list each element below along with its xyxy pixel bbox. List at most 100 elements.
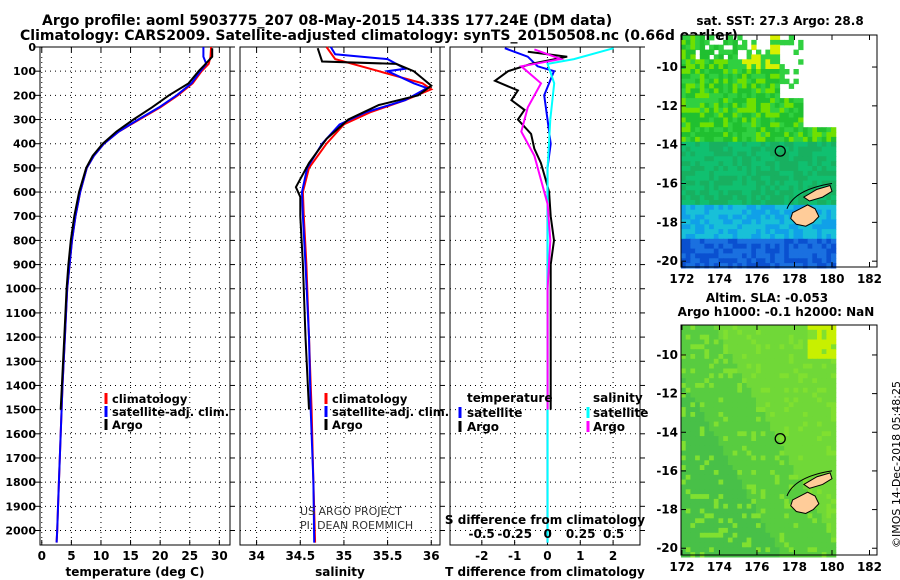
- map-cell: [831, 156, 837, 162]
- map-cell: [756, 64, 762, 70]
- map-cell: [770, 175, 776, 182]
- map-cell: [718, 436, 724, 442]
- map-cell: [723, 161, 729, 167]
- map-cell: [774, 426, 781, 432]
- map-cell: [742, 354, 748, 360]
- map-cell: [802, 151, 809, 157]
- map-cell: [737, 460, 743, 466]
- map-cell: [704, 170, 710, 177]
- map-cell: [756, 49, 762, 55]
- map-cell: [685, 508, 691, 514]
- title-line1: Argo profile: aoml 5903775_207 08-May-20…: [42, 13, 613, 29]
- map-cell: [709, 445, 715, 452]
- profile-panel-2: 34 34.5 35 35.5 36salinityclimatologysatelli…: [239, 46, 449, 579]
- map-cell: [770, 243, 776, 250]
- map-cell: [713, 161, 720, 167]
- map-cell: [704, 412, 710, 418]
- map-cell: [681, 238, 687, 245]
- map-cell: [685, 122, 691, 128]
- map-cell: [760, 407, 766, 413]
- map-cell: [807, 407, 813, 413]
- map-cell: [817, 358, 823, 365]
- map-cell: [704, 518, 710, 524]
- map-cell: [690, 141, 696, 148]
- map-cell: [699, 503, 706, 510]
- map-cell: [709, 258, 715, 264]
- map-cell: [812, 402, 818, 408]
- map-cell: [695, 479, 701, 485]
- map-cell: [732, 387, 738, 394]
- map-cell: [779, 542, 785, 548]
- map-cell: [751, 127, 757, 133]
- map-cell: [774, 508, 781, 514]
- map-cell: [718, 532, 724, 539]
- map-cell: [831, 474, 837, 481]
- map-cell: [751, 107, 757, 114]
- map-cell: [788, 431, 795, 437]
- map-cell: [788, 253, 795, 259]
- map-cell: [784, 465, 790, 471]
- y-tick-label: -12: [656, 387, 678, 401]
- map-cell: [812, 489, 818, 495]
- map-cell: [802, 455, 809, 461]
- map-cell: [723, 431, 729, 437]
- map-cell: [699, 35, 706, 41]
- map-cell: [765, 349, 771, 355]
- map-cell: [681, 513, 687, 519]
- map-cell: [723, 238, 729, 245]
- map-cell: [732, 484, 738, 490]
- map-cell: [685, 445, 691, 452]
- map-cell: [737, 363, 743, 370]
- map-cell: [685, 64, 691, 70]
- map-cell: [732, 416, 738, 423]
- map-cell: [690, 349, 696, 355]
- map-cell: [788, 479, 795, 485]
- map-cell: [746, 537, 752, 543]
- map-cell: [817, 484, 823, 490]
- map-cell: [751, 383, 757, 389]
- map-cell: [812, 127, 818, 133]
- map-cell: [774, 523, 781, 529]
- map-cell: [713, 151, 720, 157]
- map-cell: [802, 484, 809, 490]
- map-cell: [727, 479, 734, 485]
- map-cell: [732, 88, 738, 94]
- map-cell: [704, 354, 710, 360]
- map-cell: [690, 54, 696, 60]
- map-cell: [821, 344, 827, 350]
- map-cell: [727, 190, 734, 196]
- map-cell: [802, 489, 809, 495]
- map-cell: [690, 200, 696, 206]
- map-cell: [774, 532, 781, 539]
- map-cell: [765, 387, 771, 394]
- map-cell: [760, 170, 766, 177]
- map-cell: [685, 156, 691, 162]
- map-cell: [709, 253, 715, 259]
- map-cell: [821, 465, 827, 471]
- map-cell: [737, 166, 743, 172]
- map-cell: [817, 170, 823, 177]
- map-cell: [685, 537, 691, 543]
- map-cell: [770, 166, 776, 172]
- map-cell: [817, 219, 823, 225]
- map-cell: [798, 200, 804, 206]
- map-cell: [821, 339, 827, 345]
- legend-label: satellite: [593, 406, 648, 420]
- map-cell: [784, 69, 790, 75]
- map-cell: [695, 151, 701, 157]
- map-cell: [807, 146, 813, 152]
- map-cell: [704, 344, 710, 350]
- map-cell: [760, 484, 766, 490]
- map-cell: [831, 214, 837, 220]
- map-cell: [727, 170, 734, 177]
- map-cell: [704, 132, 710, 138]
- map-cell: [798, 224, 804, 230]
- map-cell: [709, 185, 715, 191]
- map-cell: [713, 54, 720, 60]
- map-cell: [699, 339, 706, 345]
- map-cell: [774, 363, 781, 370]
- map-cell: [699, 180, 706, 186]
- map-cell: [713, 532, 720, 539]
- map-cell: [727, 209, 734, 216]
- map-cell: [807, 200, 813, 206]
